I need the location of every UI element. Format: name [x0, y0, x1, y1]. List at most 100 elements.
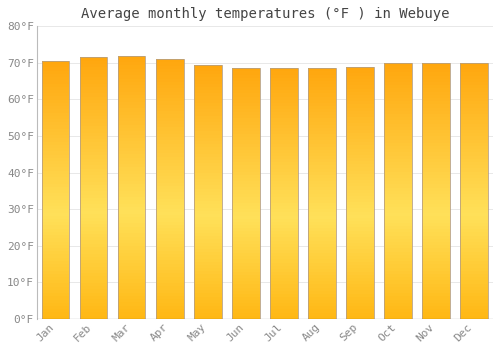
- Bar: [460, 117, 487, 120]
- Bar: [194, 128, 222, 131]
- Bar: [118, 148, 146, 151]
- Bar: [460, 300, 487, 303]
- Bar: [346, 218, 374, 221]
- Bar: [42, 116, 70, 119]
- Bar: [194, 112, 222, 116]
- Bar: [156, 277, 184, 280]
- Bar: [460, 191, 487, 194]
- Bar: [156, 127, 184, 131]
- Bar: [346, 170, 374, 174]
- Bar: [42, 300, 70, 303]
- Bar: [308, 125, 336, 128]
- Bar: [460, 165, 487, 168]
- Bar: [384, 184, 411, 188]
- Bar: [460, 274, 487, 277]
- Bar: [270, 115, 297, 118]
- Bar: [118, 256, 146, 260]
- Bar: [346, 130, 374, 133]
- Bar: [232, 278, 260, 281]
- Bar: [270, 169, 297, 172]
- Bar: [118, 227, 146, 230]
- Bar: [156, 150, 184, 153]
- Bar: [232, 234, 260, 237]
- Bar: [80, 198, 108, 201]
- Bar: [194, 68, 222, 71]
- Bar: [460, 287, 487, 290]
- Bar: [156, 215, 184, 218]
- Bar: [422, 223, 450, 226]
- Bar: [346, 133, 374, 136]
- Bar: [308, 240, 336, 244]
- Bar: [232, 219, 260, 222]
- Bar: [422, 306, 450, 309]
- Bar: [308, 68, 336, 319]
- Bar: [232, 190, 260, 194]
- Bar: [308, 288, 336, 291]
- Bar: [422, 296, 450, 300]
- Bar: [232, 131, 260, 134]
- Bar: [346, 167, 374, 170]
- Bar: [460, 172, 487, 175]
- Bar: [194, 87, 222, 90]
- Bar: [422, 268, 450, 271]
- Bar: [270, 250, 297, 253]
- Bar: [460, 85, 487, 89]
- Bar: [118, 161, 146, 164]
- Bar: [270, 172, 297, 175]
- Bar: [194, 249, 222, 252]
- Bar: [308, 206, 336, 209]
- Bar: [308, 84, 336, 87]
- Bar: [384, 165, 411, 168]
- Bar: [118, 230, 146, 233]
- Bar: [156, 209, 184, 212]
- Bar: [308, 112, 336, 115]
- Bar: [384, 127, 411, 130]
- Bar: [422, 216, 450, 220]
- Bar: [308, 169, 336, 172]
- Bar: [422, 226, 450, 229]
- Bar: [384, 178, 411, 181]
- Bar: [194, 201, 222, 204]
- Bar: [80, 103, 108, 106]
- Bar: [270, 156, 297, 159]
- Bar: [80, 253, 108, 257]
- Bar: [308, 156, 336, 159]
- Title: Average monthly temperatures (°F ) in Webuye: Average monthly temperatures (°F ) in We…: [80, 7, 449, 21]
- Bar: [346, 114, 374, 117]
- Bar: [384, 172, 411, 175]
- Bar: [232, 303, 260, 306]
- Bar: [460, 159, 487, 162]
- Bar: [118, 296, 146, 299]
- Bar: [346, 193, 374, 196]
- Bar: [194, 97, 222, 100]
- Bar: [194, 77, 222, 80]
- Bar: [80, 123, 108, 126]
- Bar: [308, 291, 336, 294]
- Bar: [308, 175, 336, 178]
- Bar: [384, 316, 411, 319]
- Bar: [118, 223, 146, 227]
- Bar: [346, 268, 374, 272]
- Bar: [384, 89, 411, 92]
- Bar: [232, 187, 260, 190]
- Bar: [232, 150, 260, 153]
- Bar: [232, 206, 260, 209]
- Bar: [346, 152, 374, 155]
- Bar: [270, 178, 297, 181]
- Bar: [308, 275, 336, 278]
- Bar: [422, 248, 450, 252]
- Bar: [384, 210, 411, 213]
- Bar: [42, 158, 70, 161]
- Bar: [270, 281, 297, 285]
- Bar: [460, 284, 487, 287]
- Bar: [460, 95, 487, 98]
- Bar: [80, 214, 108, 218]
- Bar: [270, 259, 297, 262]
- Bar: [270, 234, 297, 237]
- Bar: [118, 102, 146, 105]
- Bar: [270, 294, 297, 297]
- Bar: [384, 101, 411, 104]
- Bar: [422, 229, 450, 232]
- Bar: [384, 130, 411, 133]
- Bar: [194, 84, 222, 87]
